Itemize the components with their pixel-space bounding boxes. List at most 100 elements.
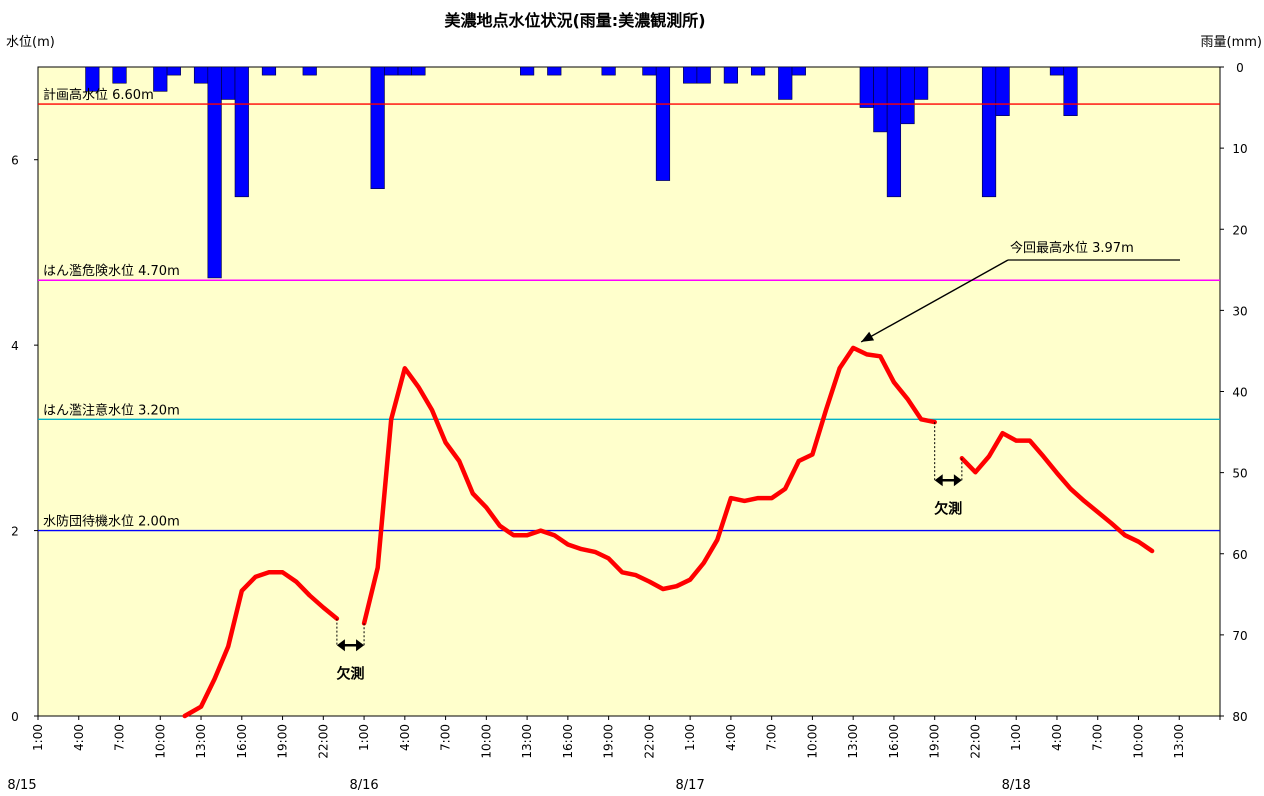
rainfall-bar (193, 66, 209, 84)
x-tick-label: 16:00 (561, 724, 575, 759)
x-axis-ticks: 1:00 4:00 7:00 10:00 13:00 16:00 19:00 22:00 1:0… (31, 716, 1221, 759)
left-tick-label: 2 (11, 525, 19, 539)
x-tick-label: 4:00 (398, 724, 412, 751)
right-axis-label: 雨量(mm) (1201, 35, 1262, 50)
right-tick-label: 70 (1232, 629, 1247, 643)
left-axis-label: 水位(m) (6, 35, 55, 50)
x-tick-label: 7:00 (113, 724, 127, 751)
rainfall-bar (886, 66, 902, 198)
rainfall-bar (207, 66, 222, 279)
rainfall-bar (85, 66, 100, 92)
rainfall-bar (112, 66, 127, 84)
rainfall-bar (547, 66, 562, 76)
peak-annotation: 今回最高水位 3.97m (860, 240, 1180, 343)
x-tick-label: 7:00 (439, 724, 453, 751)
x-tick-label: 13:00 (194, 724, 208, 759)
rainfall-bar (520, 66, 535, 76)
missing-arrow-head (953, 474, 962, 487)
rainfall-bar (859, 66, 874, 108)
x-tick-label: 13:00 (520, 724, 534, 759)
peak-label: 今回最高水位 3.97m (1010, 240, 1134, 256)
right-tick-label: 50 (1232, 467, 1247, 481)
right-tick-label: 60 (1232, 548, 1247, 562)
rainfall-bar (655, 66, 671, 181)
x-tick-label: 7:00 (765, 724, 779, 751)
x-tick-label: 10:00 (805, 724, 819, 759)
rainfall-bar (750, 66, 766, 76)
x-tick-label: 1:00 (1009, 724, 1023, 751)
rainfall-bar (601, 66, 616, 76)
x-tick-label: 7:00 (1091, 724, 1105, 751)
rainfall-bar (914, 66, 929, 100)
rainfall-bar (384, 66, 399, 76)
x-tick-label: 16:00 (887, 724, 901, 759)
x-tick-label: 4:00 (72, 724, 86, 751)
reference-line-label: はん濫危険水位 4.70m (43, 264, 180, 279)
water-level-line (959, 430, 1155, 554)
peak-arrow-head (861, 331, 875, 342)
rainfall-bar (166, 66, 181, 76)
missing-label: 欠測 (336, 665, 364, 682)
date-label: 8/15 (7, 778, 36, 793)
rainfall-bar (778, 66, 793, 100)
reference-line-label: はん濫注意水位 3.20m (43, 402, 180, 418)
right-tick-label: 80 (1232, 710, 1247, 724)
water-level-line (361, 345, 937, 626)
x-tick-label: 19:00 (602, 724, 616, 759)
rainfall-bar (723, 66, 738, 84)
rainfall-bar (234, 66, 249, 198)
x-tick-label: 22:00 (316, 724, 330, 759)
rainfall-bar (900, 66, 915, 125)
right-tick-label: 0 (1236, 61, 1244, 75)
x-tick-label: 13:00 (846, 724, 860, 759)
x-tick-label: 19:00 (928, 724, 942, 759)
rainfall-bar (397, 66, 412, 76)
missing-label: 欠測 (934, 500, 962, 517)
rainfall-bar (261, 66, 277, 76)
date-labels: 8/15 8/16 8/17 8/18 (7, 778, 1030, 793)
rainfall-bar (981, 66, 997, 198)
left-tick-label: 0 (11, 710, 19, 724)
rainfall-bar (1049, 66, 1065, 76)
x-tick-label: 19:00 (276, 724, 290, 759)
right-axis-ticks: 0 10 20 30 40 50 60 70 80 (1220, 61, 1248, 724)
x-tick-label: 16:00 (235, 724, 249, 759)
missing-arrow-head (356, 639, 365, 652)
x-tick-label: 10:00 (479, 724, 493, 759)
x-tick-label: 4:00 (724, 724, 738, 751)
date-label: 8/16 (349, 778, 378, 793)
right-tick-label: 30 (1232, 304, 1247, 318)
rainfall-bar (153, 66, 168, 92)
x-tick-label: 10:00 (153, 724, 167, 759)
x-tick-label: 13:00 (1172, 724, 1186, 759)
left-axis-ticks: 0 2 4 6 (11, 154, 38, 724)
right-tick-label: 20 (1232, 223, 1247, 237)
reference-line-label: 水防団待機水位 2.00m (43, 514, 180, 530)
reference-line-label: 計画高水位 6.60m (43, 87, 154, 103)
left-tick-label: 4 (11, 339, 19, 353)
reference-lines: 計画高水位 6.60m はん濫危険水位 4.70m はん濫注意水位 3.20m 水防団… (38, 87, 1220, 532)
rainfall-bar (683, 66, 698, 84)
rainfall-bar (873, 66, 888, 133)
x-tick-label: 1:00 (683, 724, 697, 751)
x-tick-label: 1:00 (31, 724, 45, 751)
right-tick-label: 10 (1232, 142, 1247, 156)
rainfall-bar (411, 66, 426, 76)
peak-arrow-line (860, 259, 1009, 343)
chart-title: 美濃地点水位状況(雨量:美濃観測所) (444, 11, 705, 30)
rainfall-bar (221, 66, 236, 100)
x-tick-label: 1:00 (357, 724, 371, 751)
rainfall-bar (995, 66, 1010, 116)
right-tick-label: 40 (1232, 386, 1247, 400)
rainfall-bar (696, 66, 711, 84)
rainfall-bar (791, 66, 806, 76)
rainfall-bar (302, 66, 317, 76)
x-tick-label: 22:00 (642, 724, 656, 759)
rainfall-bar (1063, 66, 1078, 116)
missing-arrow-head (336, 639, 345, 652)
date-label: 8/18 (1002, 778, 1031, 793)
missing-arrow-head (934, 474, 943, 487)
x-tick-label: 10:00 (1131, 724, 1145, 759)
